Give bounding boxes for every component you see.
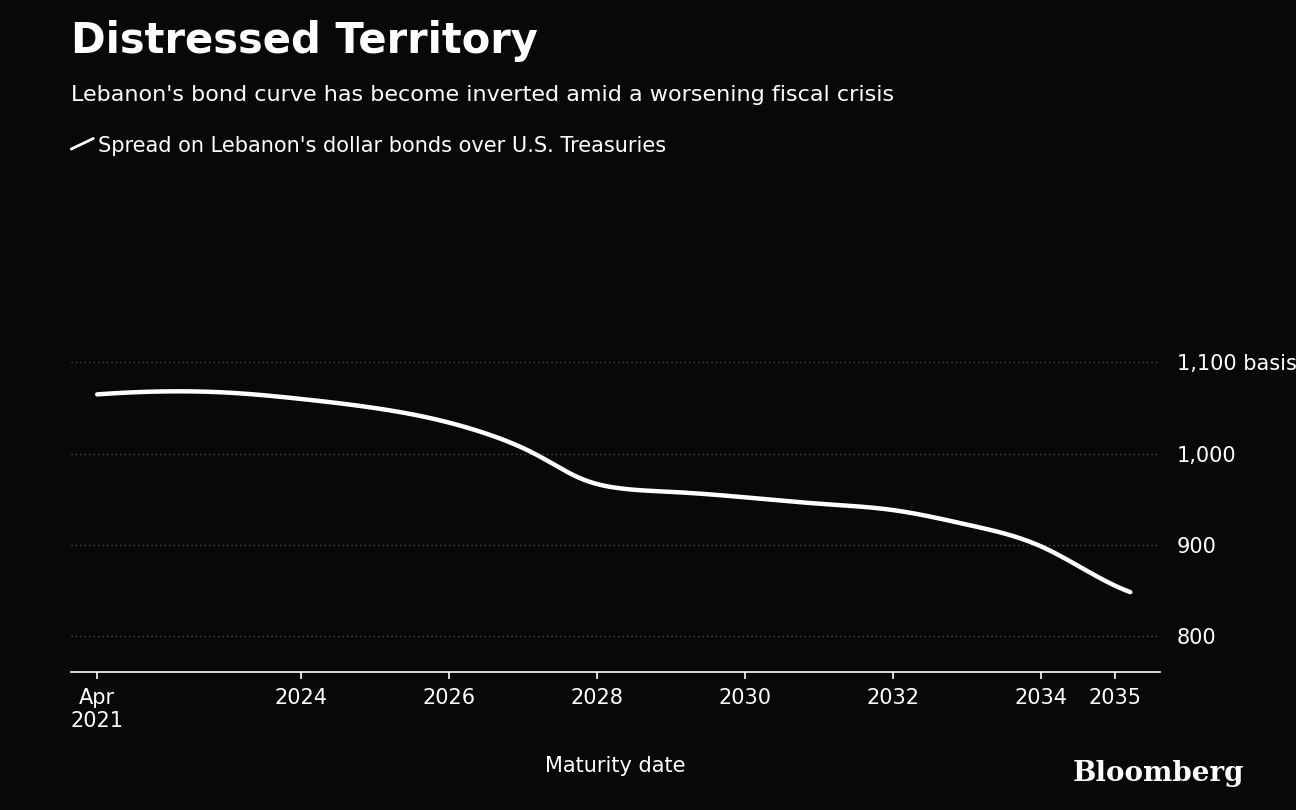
Text: Lebanon's bond curve has become inverted amid a worsening fiscal crisis: Lebanon's bond curve has become inverted… [71,85,894,105]
X-axis label: Maturity date: Maturity date [546,756,686,776]
Text: Bloomberg: Bloomberg [1073,761,1244,787]
Text: Spread on Lebanon's dollar bonds over U.S. Treasuries: Spread on Lebanon's dollar bonds over U.… [98,136,666,156]
Text: Distressed Territory: Distressed Territory [71,20,538,62]
